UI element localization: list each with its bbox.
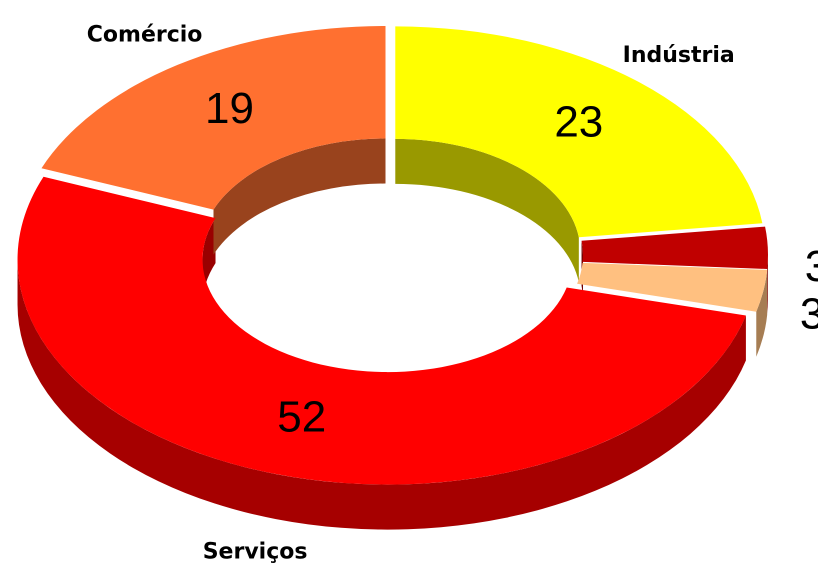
value-label: 19 [205,84,254,133]
outer-wall [756,269,768,357]
outer-wall [17,259,746,530]
inner-wall [395,138,579,283]
category-label: Serviços [203,540,308,565]
inner-wall [213,138,386,255]
donut-slice [17,176,746,485]
donut-slice [577,262,768,312]
value-label: 52 [277,393,326,442]
donut-slice [41,26,386,210]
category-label: Comércio [87,22,203,47]
value-label: 3 [805,242,818,291]
donut-slice [581,226,768,269]
category-label: Indústria [623,43,735,68]
value-label: 3 [800,290,818,339]
donut-slice [395,26,763,238]
value-label: 23 [554,97,603,146]
outer-wall [767,254,768,314]
